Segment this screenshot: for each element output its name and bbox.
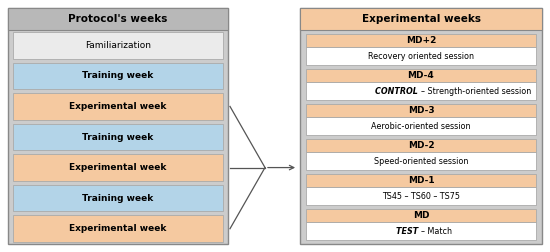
Bar [306,34,536,47]
Bar [13,124,223,150]
Bar [306,152,536,170]
Text: Experimental week: Experimental week [69,224,167,233]
Bar [306,104,536,117]
Text: TS45 – TS60 – TS75: TS45 – TS60 – TS75 [382,192,460,201]
Bar [300,8,542,244]
Text: Aerobic-oriented session: Aerobic-oriented session [371,121,471,131]
Text: Familiarization: Familiarization [85,41,151,50]
Bar [13,32,223,58]
Bar [306,117,536,135]
Text: Speed-oriented session: Speed-oriented session [374,156,468,166]
Text: MD-2: MD-2 [408,141,435,150]
Bar [8,8,228,30]
Text: Training week: Training week [82,194,153,203]
Bar [13,154,223,181]
Bar [306,174,536,187]
Text: – Match: – Match [421,227,452,236]
Bar [13,215,223,242]
Text: TEST: TEST [396,227,421,236]
Text: Training week: Training week [82,133,153,142]
Text: Training week: Training week [82,71,153,80]
Text: MD+2: MD+2 [406,36,436,45]
Bar [13,62,223,89]
Text: Experimental week: Experimental week [69,102,167,111]
Text: Experimental week: Experimental week [69,163,167,172]
Bar [306,47,536,65]
Bar [306,209,536,222]
Text: Protocol's weeks: Protocol's weeks [68,14,168,24]
Bar [13,185,223,211]
Text: Recovery oriented session: Recovery oriented session [368,51,474,60]
Bar [306,82,536,100]
Bar [8,8,228,244]
Text: MD-1: MD-1 [408,176,435,185]
Bar [306,69,536,82]
Text: MD: MD [412,211,429,220]
Bar [306,222,536,240]
Bar [306,187,536,205]
Bar [306,139,536,152]
Text: – Strength-oriented session: – Strength-oriented session [421,86,531,96]
Text: CONTROL: CONTROL [375,86,421,96]
Text: MD-4: MD-4 [408,71,435,80]
Bar [13,93,223,120]
Bar [300,8,542,30]
Text: MD-3: MD-3 [408,106,435,115]
Text: Experimental weeks: Experimental weeks [361,14,481,24]
